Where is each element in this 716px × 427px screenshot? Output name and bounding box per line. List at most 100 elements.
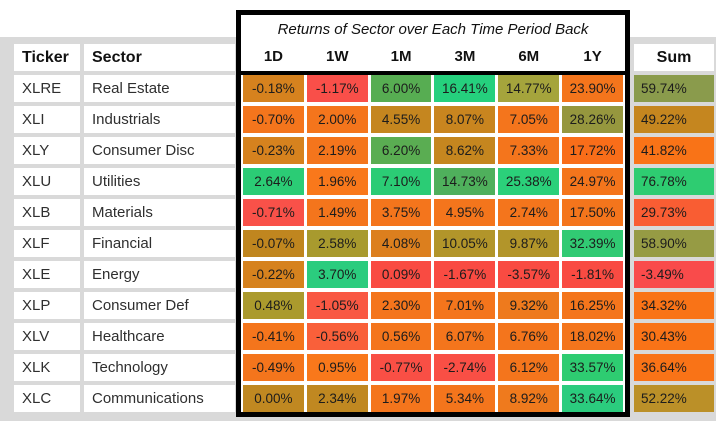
return-cell-xlv-1m: 0.56% [370, 323, 432, 350]
return-cell-xlf-1d: -0.07% [243, 230, 304, 257]
ticker-cell-xly: XLY [14, 137, 80, 164]
return-cell-xlu-1w: 1.96% [306, 168, 368, 195]
return-cell-xlv-1d: -0.41% [243, 323, 304, 350]
sector-cell-xly: Consumer Disc [84, 137, 235, 164]
sector-cell-xlf: Financial [84, 230, 235, 257]
return-cell-xlu-3m: 14.73% [434, 168, 496, 195]
return-cell-xlre-3m: 16.41% [434, 75, 496, 102]
return-cell-xlc-1y: 33.64% [562, 385, 623, 412]
sum-cell-xlu: 76.78% [634, 168, 714, 195]
sum-column: Sum 59.74% 49.22% 41.82% 76.78% 29.73% 58.90%… [634, 44, 714, 412]
ticker-cell-xlk: XLK [14, 354, 80, 381]
sum-cell-xlb: 29.73% [634, 199, 714, 226]
sector-cell-xlp: Consumer Def [84, 292, 235, 319]
return-cell-xlc-1d: 0.00% [243, 385, 304, 412]
sum-cell-xlp: 34.32% [634, 292, 714, 319]
return-cell-xlf-1m: 4.08% [370, 230, 432, 257]
return-cell-xlb-1d: -0.71% [243, 199, 304, 226]
returns-heatmap-grid: -0.18% -1.17% 6.00% 16.41% 14.77% 23.90% -0.70… [241, 75, 625, 412]
return-cell-xlv-1y: 18.02% [562, 323, 623, 350]
sector-cell-xli: Industrials [84, 106, 235, 133]
return-cell-xle-3m: -1.67% [434, 261, 496, 288]
return-cell-xlf-6m: 9.87% [498, 230, 560, 257]
return-cell-xli-1y: 28.26% [562, 106, 623, 133]
return-cell-xli-1w: 2.00% [306, 106, 368, 133]
sum-cell-xlre: 59.74% [634, 75, 714, 102]
return-cell-xlk-3m: -2.74% [434, 354, 496, 381]
return-cell-xlc-3m: 5.34% [434, 385, 496, 412]
ticker-cell-xlc: XLC [14, 385, 80, 412]
return-cell-xli-1m: 4.55% [370, 106, 432, 133]
sum-cell-xlv: 30.43% [634, 323, 714, 350]
ticker-sector-table: Ticker Sector XLRE Real Estate XLI Industri… [14, 44, 235, 412]
ticker-cell-xlp: XLP [14, 292, 80, 319]
return-cell-xlv-3m: 6.07% [434, 323, 496, 350]
return-cell-xlc-1w: 2.34% [306, 385, 368, 412]
return-cell-xlre-1d: -0.18% [243, 75, 304, 102]
sector-cell-xlre: Real Estate [84, 75, 235, 102]
return-cell-xlk-1m: -0.77% [370, 354, 432, 381]
ticker-cell-xlre: XLRE [14, 75, 80, 102]
return-cell-xlk-1w: 0.95% [306, 354, 368, 381]
return-cell-xlp-1m: 2.30% [370, 292, 432, 319]
return-cell-xly-1m: 6.20% [370, 137, 432, 164]
sector-cell-xle: Energy [84, 261, 235, 288]
ticker-cell-xle: XLE [14, 261, 80, 288]
return-cell-xlf-1y: 32.39% [562, 230, 623, 257]
return-cell-xlu-6m: 25.38% [498, 168, 560, 195]
sum-column-header: Sum [634, 44, 714, 71]
return-cell-xle-1m: 0.09% [370, 261, 432, 288]
return-cell-xlre-1w: -1.17% [306, 75, 368, 102]
returns-heatmap-box: Returns of Sector over Each Time Period … [236, 10, 630, 417]
period-header-3m: 3M [454, 48, 476, 65]
return-cell-xlv-1w: -0.56% [306, 323, 368, 350]
sum-cell-xle: -3.49% [634, 261, 714, 288]
heatmap-title: Returns of Sector over Each Time Period … [277, 21, 589, 38]
return-cell-xlre-1m: 6.00% [370, 75, 432, 102]
sum-cell-xli: 49.22% [634, 106, 714, 133]
return-cell-xlb-1y: 17.50% [562, 199, 623, 226]
return-cell-xli-3m: 8.07% [434, 106, 496, 133]
sum-cell-xly: 41.82% [634, 137, 714, 164]
sector-cell-xlv: Healthcare [84, 323, 235, 350]
return-cell-xlk-1d: -0.49% [243, 354, 304, 381]
period-header-6m: 6M [518, 48, 540, 65]
return-cell-xlb-1m: 3.75% [370, 199, 432, 226]
return-cell-xly-3m: 8.62% [434, 137, 496, 164]
period-header-1y: 1Y [583, 48, 602, 65]
period-header-row: 1D 1W 1M 3M 6M 1Y [241, 45, 625, 75]
ticker-column-header: Ticker [14, 44, 80, 71]
period-header-1m: 1M [390, 48, 412, 65]
sum-cell-xlk: 36.64% [634, 354, 714, 381]
return-cell-xlp-3m: 7.01% [434, 292, 496, 319]
return-cell-xlb-1w: 1.49% [306, 199, 368, 226]
ticker-cell-xlu: XLU [14, 168, 80, 195]
period-header-1w: 1W [325, 48, 349, 65]
return-cell-xlp-1w: -1.05% [306, 292, 368, 319]
return-cell-xlk-6m: 6.12% [498, 354, 560, 381]
return-cell-xlp-1y: 16.25% [562, 292, 623, 319]
period-header-1d: 1D [263, 48, 283, 65]
sum-cell-xlc: 52.22% [634, 385, 714, 412]
return-cell-xle-1d: -0.22% [243, 261, 304, 288]
return-cell-xle-6m: -3.57% [498, 261, 560, 288]
return-cell-xlf-1w: 2.58% [306, 230, 368, 257]
sector-column-header: Sector [84, 44, 235, 71]
sector-cell-xlu: Utilities [84, 168, 235, 195]
return-cell-xlc-1m: 1.97% [370, 385, 432, 412]
ticker-cell-xli: XLI [14, 106, 80, 133]
return-cell-xlu-1m: 7.10% [370, 168, 432, 195]
ticker-cell-xlv: XLV [14, 323, 80, 350]
return-cell-xli-6m: 7.05% [498, 106, 560, 133]
return-cell-xlu-1y: 24.97% [562, 168, 623, 195]
return-cell-xlf-3m: 10.05% [434, 230, 496, 257]
return-cell-xlb-3m: 4.95% [434, 199, 496, 226]
return-cell-xlre-1y: 23.90% [562, 75, 623, 102]
sector-cell-xlb: Materials [84, 199, 235, 226]
return-cell-xly-1y: 17.72% [562, 137, 623, 164]
return-cell-xlre-6m: 14.77% [498, 75, 560, 102]
return-cell-xly-1w: 2.19% [306, 137, 368, 164]
return-cell-xle-1y: -1.81% [562, 261, 623, 288]
return-cell-xlk-1y: 33.57% [562, 354, 623, 381]
